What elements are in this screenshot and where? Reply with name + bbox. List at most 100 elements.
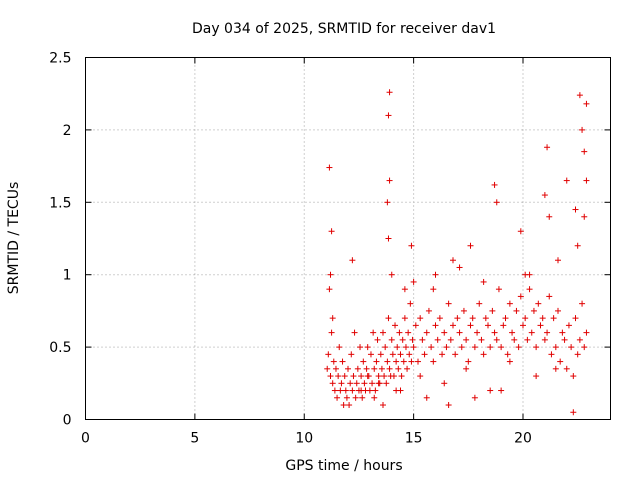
data-point [385, 235, 392, 242]
x-tick-label: 15 [405, 431, 423, 447]
data-point [415, 358, 421, 365]
data-point [392, 322, 399, 329]
data-point [432, 271, 439, 278]
y-axis-ticks: 0 0.5 1 1.5 2 2.5 [49, 51, 611, 429]
data-point [471, 344, 478, 351]
data-point [574, 242, 581, 249]
data-point [370, 329, 377, 336]
data-point [478, 336, 485, 343]
data-point [388, 336, 395, 343]
data-point [528, 329, 535, 336]
data-point [328, 329, 335, 336]
plot-frame [85, 57, 611, 420]
data-point [421, 351, 428, 358]
data-point [480, 278, 487, 285]
x-axis-label: GPS time / hours [285, 458, 402, 474]
data-point [456, 264, 463, 271]
data-point [343, 394, 350, 401]
data-point [489, 307, 496, 314]
data-point [526, 271, 533, 278]
data-point [581, 148, 588, 155]
data-point [467, 242, 474, 249]
x-tick-label: 10 [295, 431, 313, 447]
data-point [533, 373, 540, 380]
data-point [375, 380, 382, 387]
data-point [441, 380, 448, 387]
data-point [546, 213, 553, 220]
data-point [405, 329, 412, 336]
data-point [349, 257, 356, 264]
data-point [450, 257, 456, 264]
data-point [447, 336, 454, 343]
data-point [504, 351, 511, 358]
data-point [517, 293, 524, 300]
data-point [417, 315, 424, 322]
data-point [439, 351, 446, 358]
data-point [354, 365, 361, 372]
data-point [381, 373, 388, 380]
data-point [563, 177, 570, 184]
data-point [398, 373, 405, 380]
data-point [325, 351, 332, 358]
data-point [382, 344, 389, 351]
data-point [385, 315, 392, 322]
data-point [463, 365, 470, 372]
data-point [487, 344, 494, 351]
data-point [476, 300, 483, 307]
data-point [572, 206, 579, 213]
data-point [452, 351, 459, 358]
data-point [384, 199, 391, 206]
data-point [506, 358, 513, 365]
data-point [537, 322, 544, 329]
data-point [502, 315, 509, 322]
data-point [576, 336, 583, 343]
data-point [570, 373, 577, 380]
data-point [430, 358, 437, 365]
data-point [378, 365, 385, 372]
data-point [363, 365, 370, 372]
data-point [340, 402, 347, 409]
data-point [364, 373, 371, 380]
data-point [380, 402, 386, 409]
data-point [581, 213, 588, 220]
data-point [533, 344, 540, 351]
data-point [389, 351, 396, 358]
data-point [574, 351, 581, 358]
data-point [417, 373, 424, 380]
data-point [428, 344, 435, 351]
data-point [493, 199, 500, 206]
data-point [423, 329, 430, 336]
data-point [357, 344, 364, 351]
data-point [544, 329, 551, 336]
data-point [348, 351, 355, 358]
data-point [394, 344, 401, 351]
data-point [539, 315, 546, 322]
data-point [581, 344, 588, 351]
data-point [530, 307, 537, 314]
data-point [474, 329, 481, 336]
data-point [412, 322, 419, 329]
data-point [330, 358, 337, 365]
data-point [388, 271, 395, 278]
data-point [541, 336, 548, 343]
data-point [469, 315, 476, 322]
data-point [524, 336, 531, 343]
data-point [386, 365, 393, 372]
data-point [373, 358, 380, 365]
data-point [410, 278, 417, 285]
data-point [463, 336, 470, 343]
data-point [495, 286, 502, 293]
data-point [430, 286, 437, 293]
data-point [515, 344, 522, 351]
data-point [509, 329, 516, 336]
y-tick-label: 0.5 [49, 340, 71, 356]
data-point [390, 373, 397, 380]
data-point [366, 387, 373, 394]
data-point [358, 387, 365, 394]
data-point [402, 344, 409, 351]
data-point [423, 394, 430, 401]
data-point [395, 365, 402, 372]
data-point [336, 344, 343, 351]
data-point [513, 307, 520, 314]
data-point [563, 365, 570, 372]
